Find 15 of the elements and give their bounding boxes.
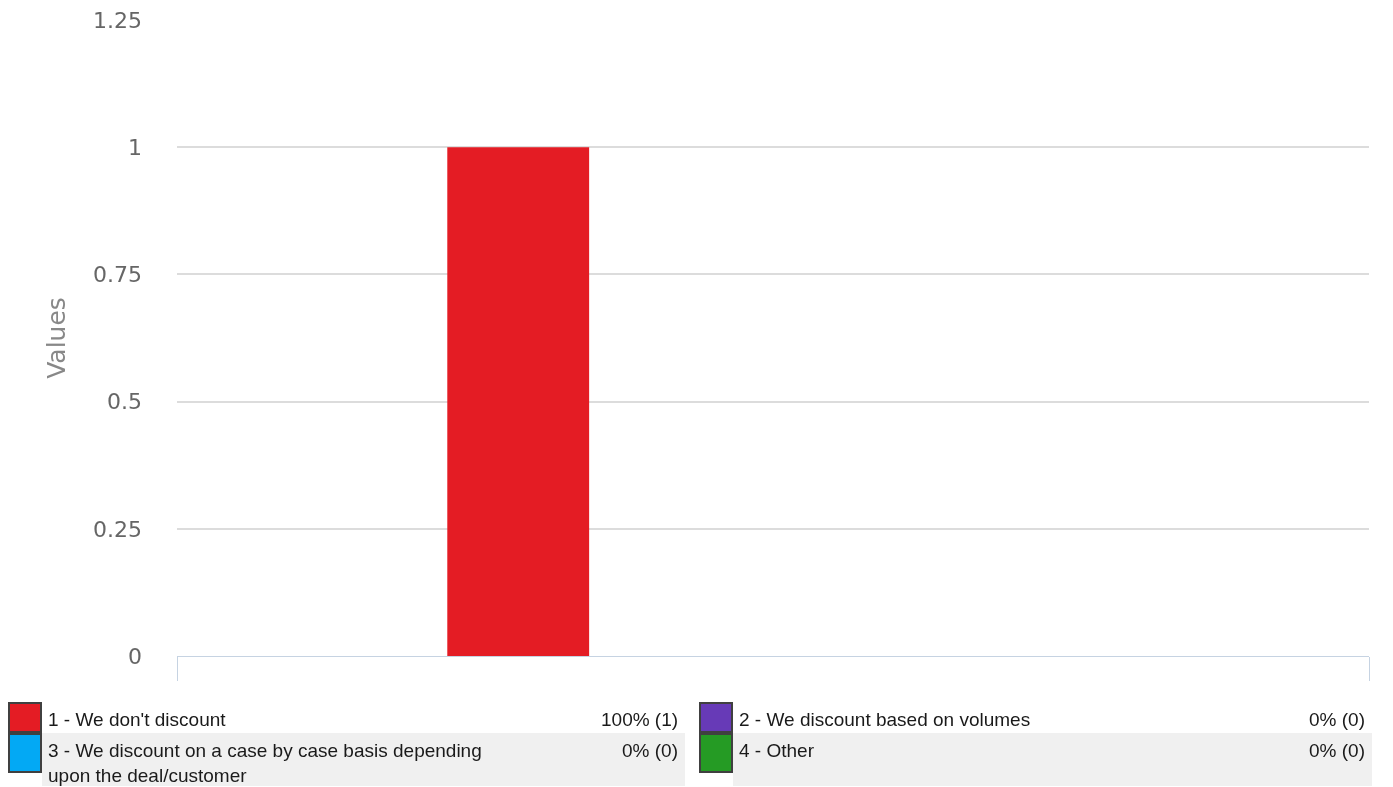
- y-tick-label: 0.5: [107, 389, 142, 415]
- y-tick-label: 0.25: [93, 516, 142, 542]
- y-tick-label: 1.25: [93, 7, 142, 33]
- y-tick-label: 0.75: [93, 262, 142, 288]
- legend-label: 1 - We don't discount: [48, 709, 227, 730]
- legend-label: 2 - We discount based on volumes: [739, 709, 1031, 730]
- text: 100% (1): [601, 709, 679, 730]
- text: 0% (0): [1309, 740, 1365, 761]
- text: 0% (0): [1309, 709, 1365, 730]
- y-tick-label: 0: [128, 643, 142, 669]
- text: 0% (0): [622, 740, 678, 761]
- y-tick-label: 1: [128, 134, 142, 160]
- legend-label: 4 - Other: [739, 740, 815, 761]
- legend-label: 3 - We discount on a case by case basis depending upon the deal/customer: [48, 740, 482, 786]
- y-axis-title: Values: [41, 297, 71, 379]
